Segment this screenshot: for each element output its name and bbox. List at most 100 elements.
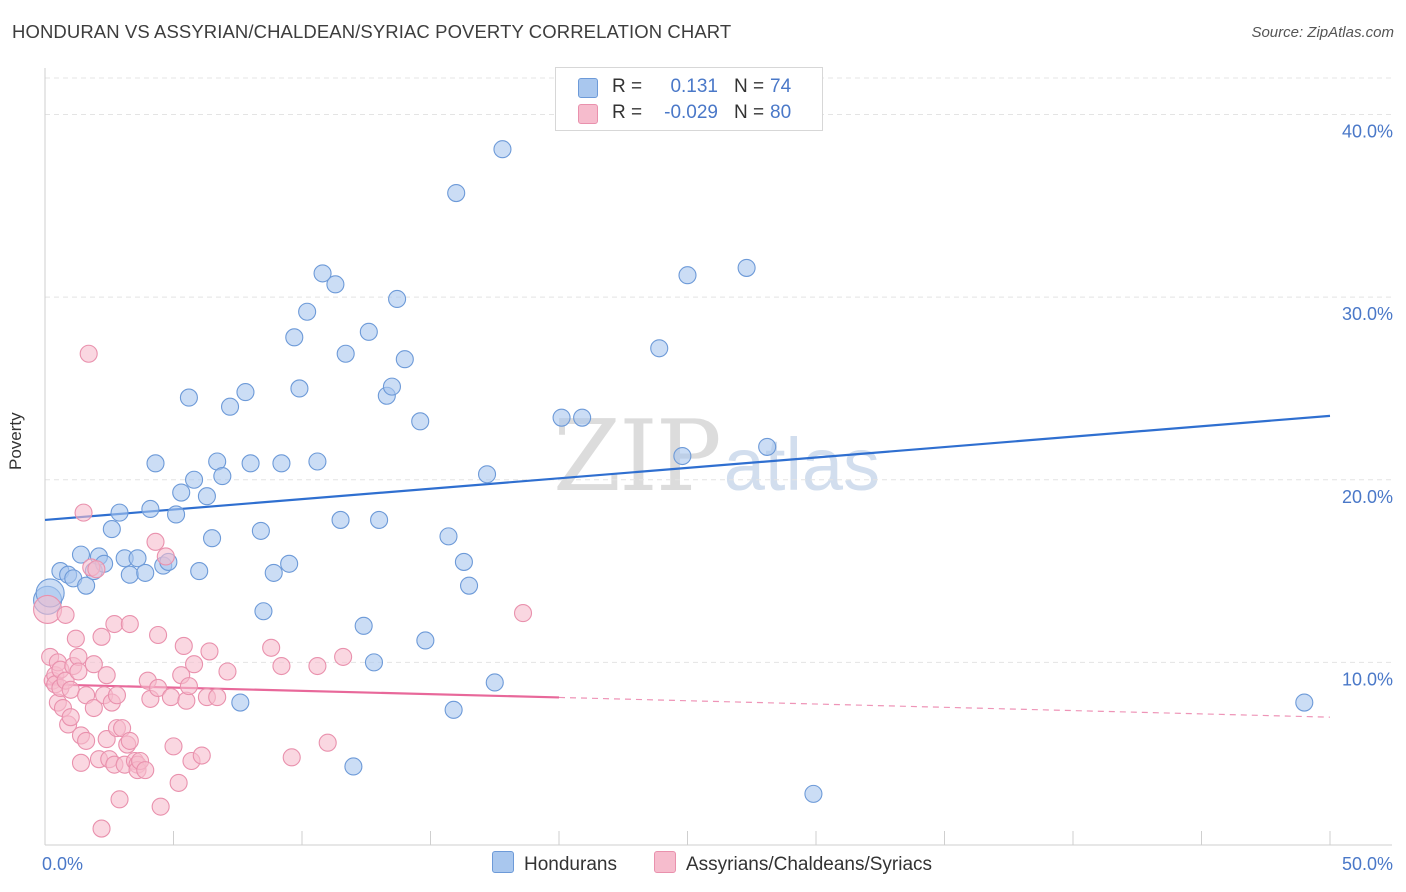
data-point (416, 631, 435, 650)
legend-swatch-blue (492, 851, 514, 873)
data-point (105, 614, 124, 634)
data-point (264, 563, 283, 582)
data-point (282, 748, 301, 767)
data-point (136, 563, 155, 582)
trend-line-solid (44, 414, 1331, 522)
data-point (370, 510, 389, 529)
legend-n-label: N = (734, 102, 765, 123)
data-point (61, 680, 80, 699)
data-point (33, 594, 63, 624)
data-point (364, 653, 384, 672)
gridlines (45, 77, 1392, 663)
data-point (146, 532, 165, 551)
data-point (251, 521, 270, 540)
data-point (79, 344, 98, 363)
legend-n-value: 80 (770, 102, 792, 123)
data-point (447, 184, 466, 203)
legend-r-value: 0.131 (670, 76, 718, 97)
data-point (285, 328, 304, 347)
data-point (110, 503, 129, 522)
chart-source: Source: ZipAtlas.com (1251, 24, 1394, 41)
data-point (477, 465, 497, 484)
data-point (146, 454, 165, 473)
data-point (120, 565, 139, 584)
data-point (411, 412, 430, 431)
data-point (262, 638, 281, 657)
data-point (161, 688, 180, 707)
data-point (107, 686, 127, 705)
data-point (208, 688, 227, 707)
legend-swatch-pink (578, 104, 598, 124)
data-point (120, 731, 139, 750)
data-point (308, 656, 327, 676)
data-point (169, 773, 188, 792)
data-point (493, 140, 512, 159)
data-point (573, 408, 592, 427)
data-point (200, 642, 219, 661)
y-tick-label: 10.0% (1342, 669, 1393, 689)
data-point (151, 797, 170, 816)
data-point (485, 673, 504, 692)
data-point (678, 266, 697, 285)
data-point (331, 510, 350, 529)
data-point (197, 487, 216, 506)
axes (44, 68, 1392, 846)
data-point (164, 737, 183, 756)
data-point (359, 322, 378, 341)
series-legend: Hondurans Assyrians/Chaldeans/Syriacs (0, 851, 1406, 879)
data-point (241, 454, 260, 473)
data-point (71, 753, 91, 772)
data-point (192, 746, 211, 765)
data-point (172, 483, 191, 502)
data-point (185, 655, 204, 674)
data-point (231, 693, 250, 712)
data-point (149, 625, 168, 645)
data-point (290, 379, 309, 398)
y-tick-label: 30.0% (1342, 304, 1393, 324)
data-point (66, 629, 85, 648)
data-point (254, 602, 273, 621)
legend-item-label: Assyrians/Chaldeans/Syriacs (686, 854, 933, 875)
data-point (185, 470, 204, 489)
data-point (69, 662, 88, 681)
data-point (454, 552, 473, 571)
data-point (1295, 693, 1314, 712)
data-point (354, 616, 373, 635)
data-point (136, 761, 155, 780)
trend-line-solid (44, 683, 560, 699)
data-point (84, 698, 103, 718)
data-point (190, 562, 209, 581)
data-point (120, 614, 139, 634)
data-point (313, 264, 332, 283)
y-tick-label: 40.0% (1342, 122, 1393, 142)
data-point (650, 339, 669, 358)
trend-line-dashed (558, 696, 1331, 718)
data-point (439, 527, 458, 546)
data-point (74, 503, 93, 522)
data-point (318, 733, 337, 752)
data-points (33, 140, 1314, 838)
stats-legend: R = 0.131 N = 74 R = -0.029 N = 80 (555, 67, 823, 131)
data-point (61, 708, 80, 727)
data-point (218, 662, 237, 681)
legend-swatch-blue (578, 78, 598, 98)
legend-item-assyrians[interactable]: Assyrians/Chaldeans/Syriacs (654, 851, 932, 876)
data-point (87, 560, 106, 579)
data-point (344, 757, 363, 776)
data-point (149, 678, 168, 697)
data-point (308, 452, 327, 471)
y-axis-label: Poverty (6, 412, 25, 470)
data-point (326, 275, 345, 294)
data-point (758, 437, 777, 456)
data-point (84, 655, 103, 674)
data-point (92, 819, 111, 838)
data-point (156, 547, 175, 566)
data-point (220, 397, 240, 416)
data-point (459, 576, 479, 595)
data-point (737, 258, 756, 277)
data-point (203, 529, 222, 548)
data-point (110, 790, 129, 809)
legend-item-hondurans[interactable]: Hondurans (492, 851, 617, 876)
data-point (236, 383, 255, 402)
legend-r-value: -0.029 (664, 102, 718, 123)
